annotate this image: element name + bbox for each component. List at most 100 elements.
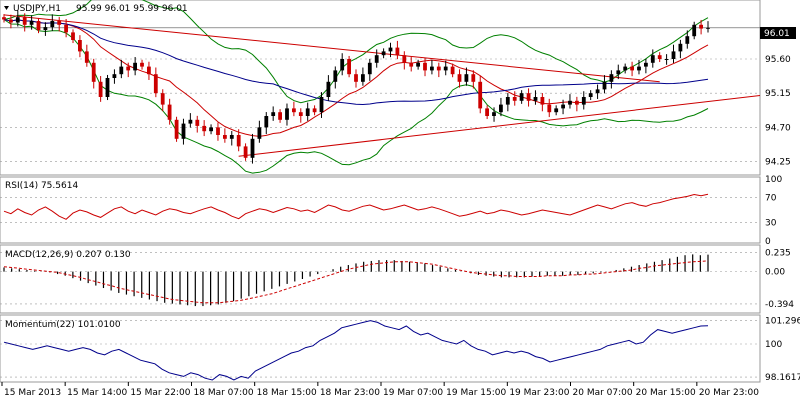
candle-body — [630, 66, 634, 71]
candle-body — [512, 97, 517, 101]
candle-body — [436, 66, 441, 71]
momentum-y-tick: 101.2963 — [765, 317, 800, 327]
time-axis-label: 18 Mar 15:00 — [257, 388, 317, 398]
ma-slow-line — [3, 19, 709, 106]
macd-y-tick: -0.394 — [765, 300, 794, 310]
time-axis-label: 15 Mar 22:00 — [130, 388, 190, 398]
bollinger-upper-line — [3, 0, 709, 104]
last-price-badge — [760, 27, 796, 39]
candle-body — [326, 81, 331, 97]
time-axis-label: 19 Mar 07:00 — [383, 388, 443, 398]
candle-body — [650, 55, 655, 63]
rsi-y-tick: 30 — [765, 218, 777, 228]
candle-body — [505, 97, 510, 105]
candle-body — [91, 62, 96, 82]
candle-body — [388, 47, 393, 52]
macd-title: MACD(12,26,9) 0.207 0.130 — [5, 250, 131, 260]
momentum-panel: 101.2963 100 98.1617 — [0, 317, 800, 383]
rsi-title: RSI(14) 75.5614 — [5, 181, 78, 191]
candle-body — [340, 59, 345, 71]
candle-body — [216, 127, 220, 135]
time-axis-label: 20 Mar 23:00 — [699, 388, 759, 398]
rsi-line — [3, 193, 709, 220]
candle-body — [250, 138, 255, 158]
momentum-y-tick: 100 — [765, 340, 782, 350]
macd-panel-frame — [0, 244, 761, 314]
candle-body — [202, 125, 207, 132]
candle-body — [361, 74, 365, 82]
candle-body — [9, 19, 13, 23]
momentum-panel-frame — [0, 314, 761, 383]
candle-body — [29, 21, 34, 25]
price-title-group: USDJPY,H1 95.99 96.01 95.99 96.01 — [4, 4, 188, 14]
candle-body — [423, 62, 427, 71]
chart-menu-icon[interactable] — [4, 6, 9, 10]
candle-body — [298, 112, 303, 116]
rsi-panel: 100 70 30 0 — [0, 175, 782, 247]
time-axis-label: 15 Mar 14:00 — [67, 388, 127, 398]
candle-body — [409, 62, 414, 67]
candle-body — [257, 127, 262, 139]
last-price-label: 96.01 — [764, 29, 790, 39]
candle-body — [105, 78, 110, 97]
momentum-title: Momentum(22) 101.0100 — [5, 320, 121, 330]
candle-body — [64, 24, 68, 33]
price-y-tick: 94.25 — [765, 158, 791, 168]
candle-body — [271, 112, 276, 116]
time-axis-label: 18 Mar 07:00 — [194, 388, 254, 398]
candle-body — [609, 74, 614, 82]
candle-body — [147, 66, 151, 75]
candle-body — [443, 66, 448, 71]
rsi-y-tick: 70 — [765, 194, 777, 204]
candle-body — [478, 81, 483, 109]
candle-body — [374, 55, 379, 63]
candle-body — [492, 112, 496, 116]
time-axis: 15 Mar 2013 15 Mar 14:00 15 Mar 22:00 18 Ma… — [1, 382, 759, 398]
candle-body — [347, 59, 351, 75]
candle-body — [554, 108, 559, 113]
rsi-panel-frame — [0, 176, 761, 244]
candle-body — [533, 97, 538, 101]
rsi-y-tick: 0 — [765, 237, 771, 247]
candle-body — [464, 74, 469, 82]
candle-body — [699, 24, 703, 29]
candle-body — [692, 24, 697, 37]
candle-body — [657, 55, 662, 59]
candle-body — [485, 108, 489, 116]
candle-body — [623, 66, 628, 71]
candle-body — [333, 70, 338, 82]
candle-body — [457, 74, 462, 82]
momentum-y-tick: 98.1617 — [765, 373, 800, 383]
candle-body — [526, 93, 531, 101]
candle-body — [112, 74, 117, 78]
candle-body — [430, 66, 434, 71]
candle-body — [637, 66, 641, 71]
candle-body — [188, 119, 193, 124]
candle-body — [402, 55, 407, 63]
time-axis-label: 18 Mar 23:00 — [320, 388, 380, 398]
candle-body — [50, 21, 55, 28]
candle-body — [78, 40, 82, 52]
candle-body — [588, 93, 593, 97]
candle-body — [209, 127, 213, 132]
candle-body — [181, 123, 186, 139]
trendline-support — [238, 94, 761, 157]
candle-body — [471, 74, 476, 82]
candle-body — [547, 104, 552, 113]
time-axis-label: 15 Mar 2013 — [4, 388, 61, 398]
trendline-resistance — [3, 14, 660, 83]
candle-body — [133, 62, 137, 71]
candle-body — [223, 135, 227, 139]
candle-body — [312, 108, 317, 113]
time-axis-label: 19 Mar 15:00 — [446, 388, 506, 398]
candle-body — [285, 108, 289, 120]
candle-body — [595, 89, 600, 94]
candle-body — [561, 104, 565, 109]
candle-body — [236, 135, 241, 147]
candle-body — [381, 51, 386, 56]
price-y-tick: 95.15 — [765, 89, 791, 99]
macd-panel: 0.235 0.00 -0.394 — [0, 248, 794, 310]
candle-body — [678, 43, 683, 52]
candle-body — [84, 51, 89, 63]
